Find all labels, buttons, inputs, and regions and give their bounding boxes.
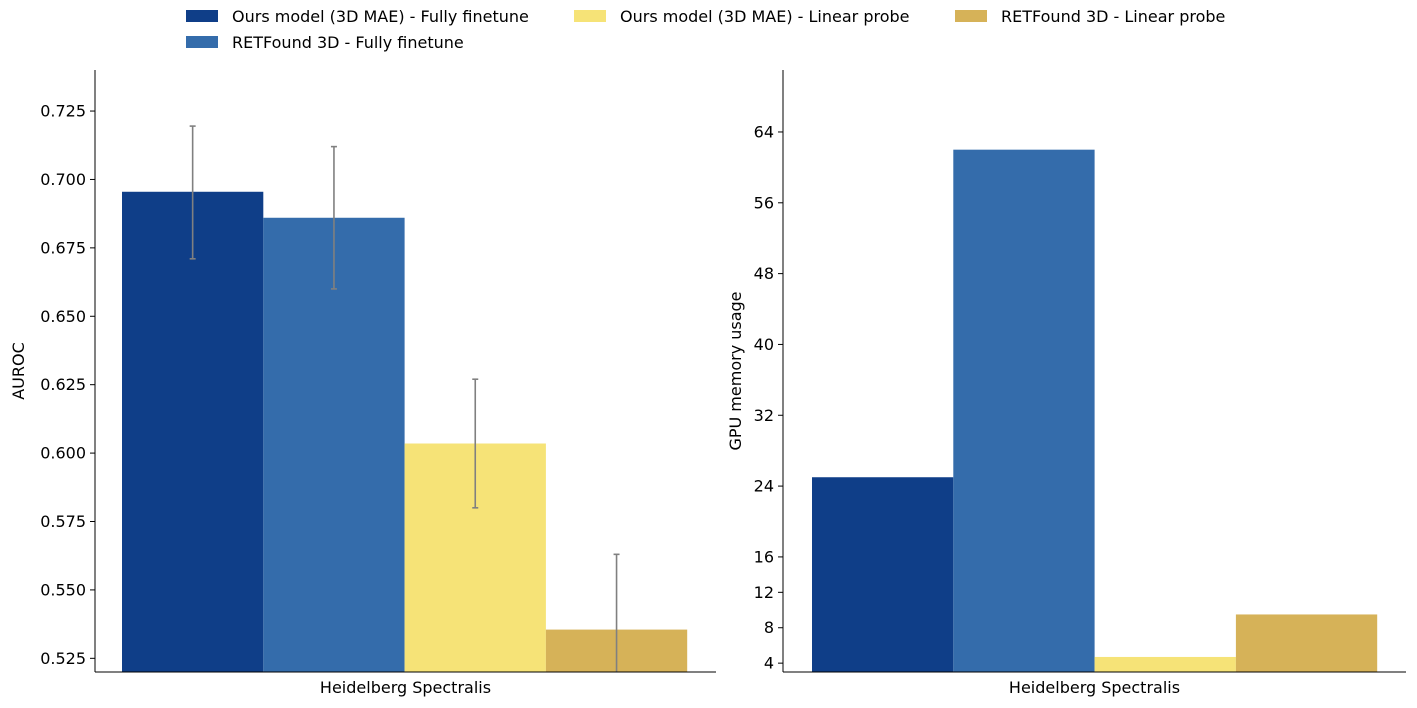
y-tick-label: 0.675 (40, 238, 86, 257)
x-axis-label: Heidelberg Spectralis (1009, 678, 1180, 697)
y-tick-label: 8 (764, 618, 774, 637)
y-tick-label: 0.700 (40, 170, 86, 189)
y-tick-label: 48 (754, 264, 774, 283)
y-tick-label: 0.725 (40, 102, 86, 121)
y-axis-label: GPU memory usage (726, 291, 745, 450)
y-tick-label: 64 (754, 122, 774, 141)
y-tick-label: 0.550 (40, 580, 86, 599)
auroc-panel: 0.525 0.550 0.575 0.600 0.625 0.650 0.675 0.700… (9, 70, 716, 697)
bar-4 (1235, 614, 1378, 672)
bar-2 (263, 217, 405, 672)
y-tick-label: 4 (764, 654, 774, 673)
legend-label: RETFound 3D - Fully finetune (232, 33, 464, 52)
legend-swatch (574, 10, 606, 22)
y-tick-label: 16 (754, 547, 774, 566)
legend-label: Ours model (3D MAE) - Fully finetune (232, 7, 529, 26)
y-tick-label: 32 (754, 406, 774, 425)
y-tick-label: 0.650 (40, 307, 86, 326)
chart-legend: Ours model (3D MAE) - Fully finetune RETF… (186, 7, 1225, 52)
bar-2 (953, 149, 1095, 673)
bar-1 (812, 477, 954, 672)
legend-label: Ours model (3D MAE) - Linear probe (620, 7, 910, 26)
y-tick-label: 40 (754, 335, 774, 354)
legend-swatch (955, 10, 987, 22)
x-axis-label: Heidelberg Spectralis (320, 678, 491, 697)
y-tick-label: 0.525 (40, 649, 86, 668)
legend-label: RETFound 3D - Linear probe (1001, 7, 1225, 26)
y-tick-label: 56 (754, 193, 774, 212)
bar-1 (122, 191, 264, 672)
legend-swatch (186, 36, 218, 48)
y-tick-label: 24 (754, 477, 774, 496)
y-tick-label: 0.575 (40, 512, 86, 531)
y-axis-label: AUROC (9, 342, 28, 400)
y-tick-label: 12 (754, 583, 774, 602)
y-tick-label: 0.625 (40, 375, 86, 394)
bar-3 (1094, 656, 1236, 672)
legend-swatch (186, 10, 218, 22)
y-tick-label: 0.600 (40, 444, 86, 463)
